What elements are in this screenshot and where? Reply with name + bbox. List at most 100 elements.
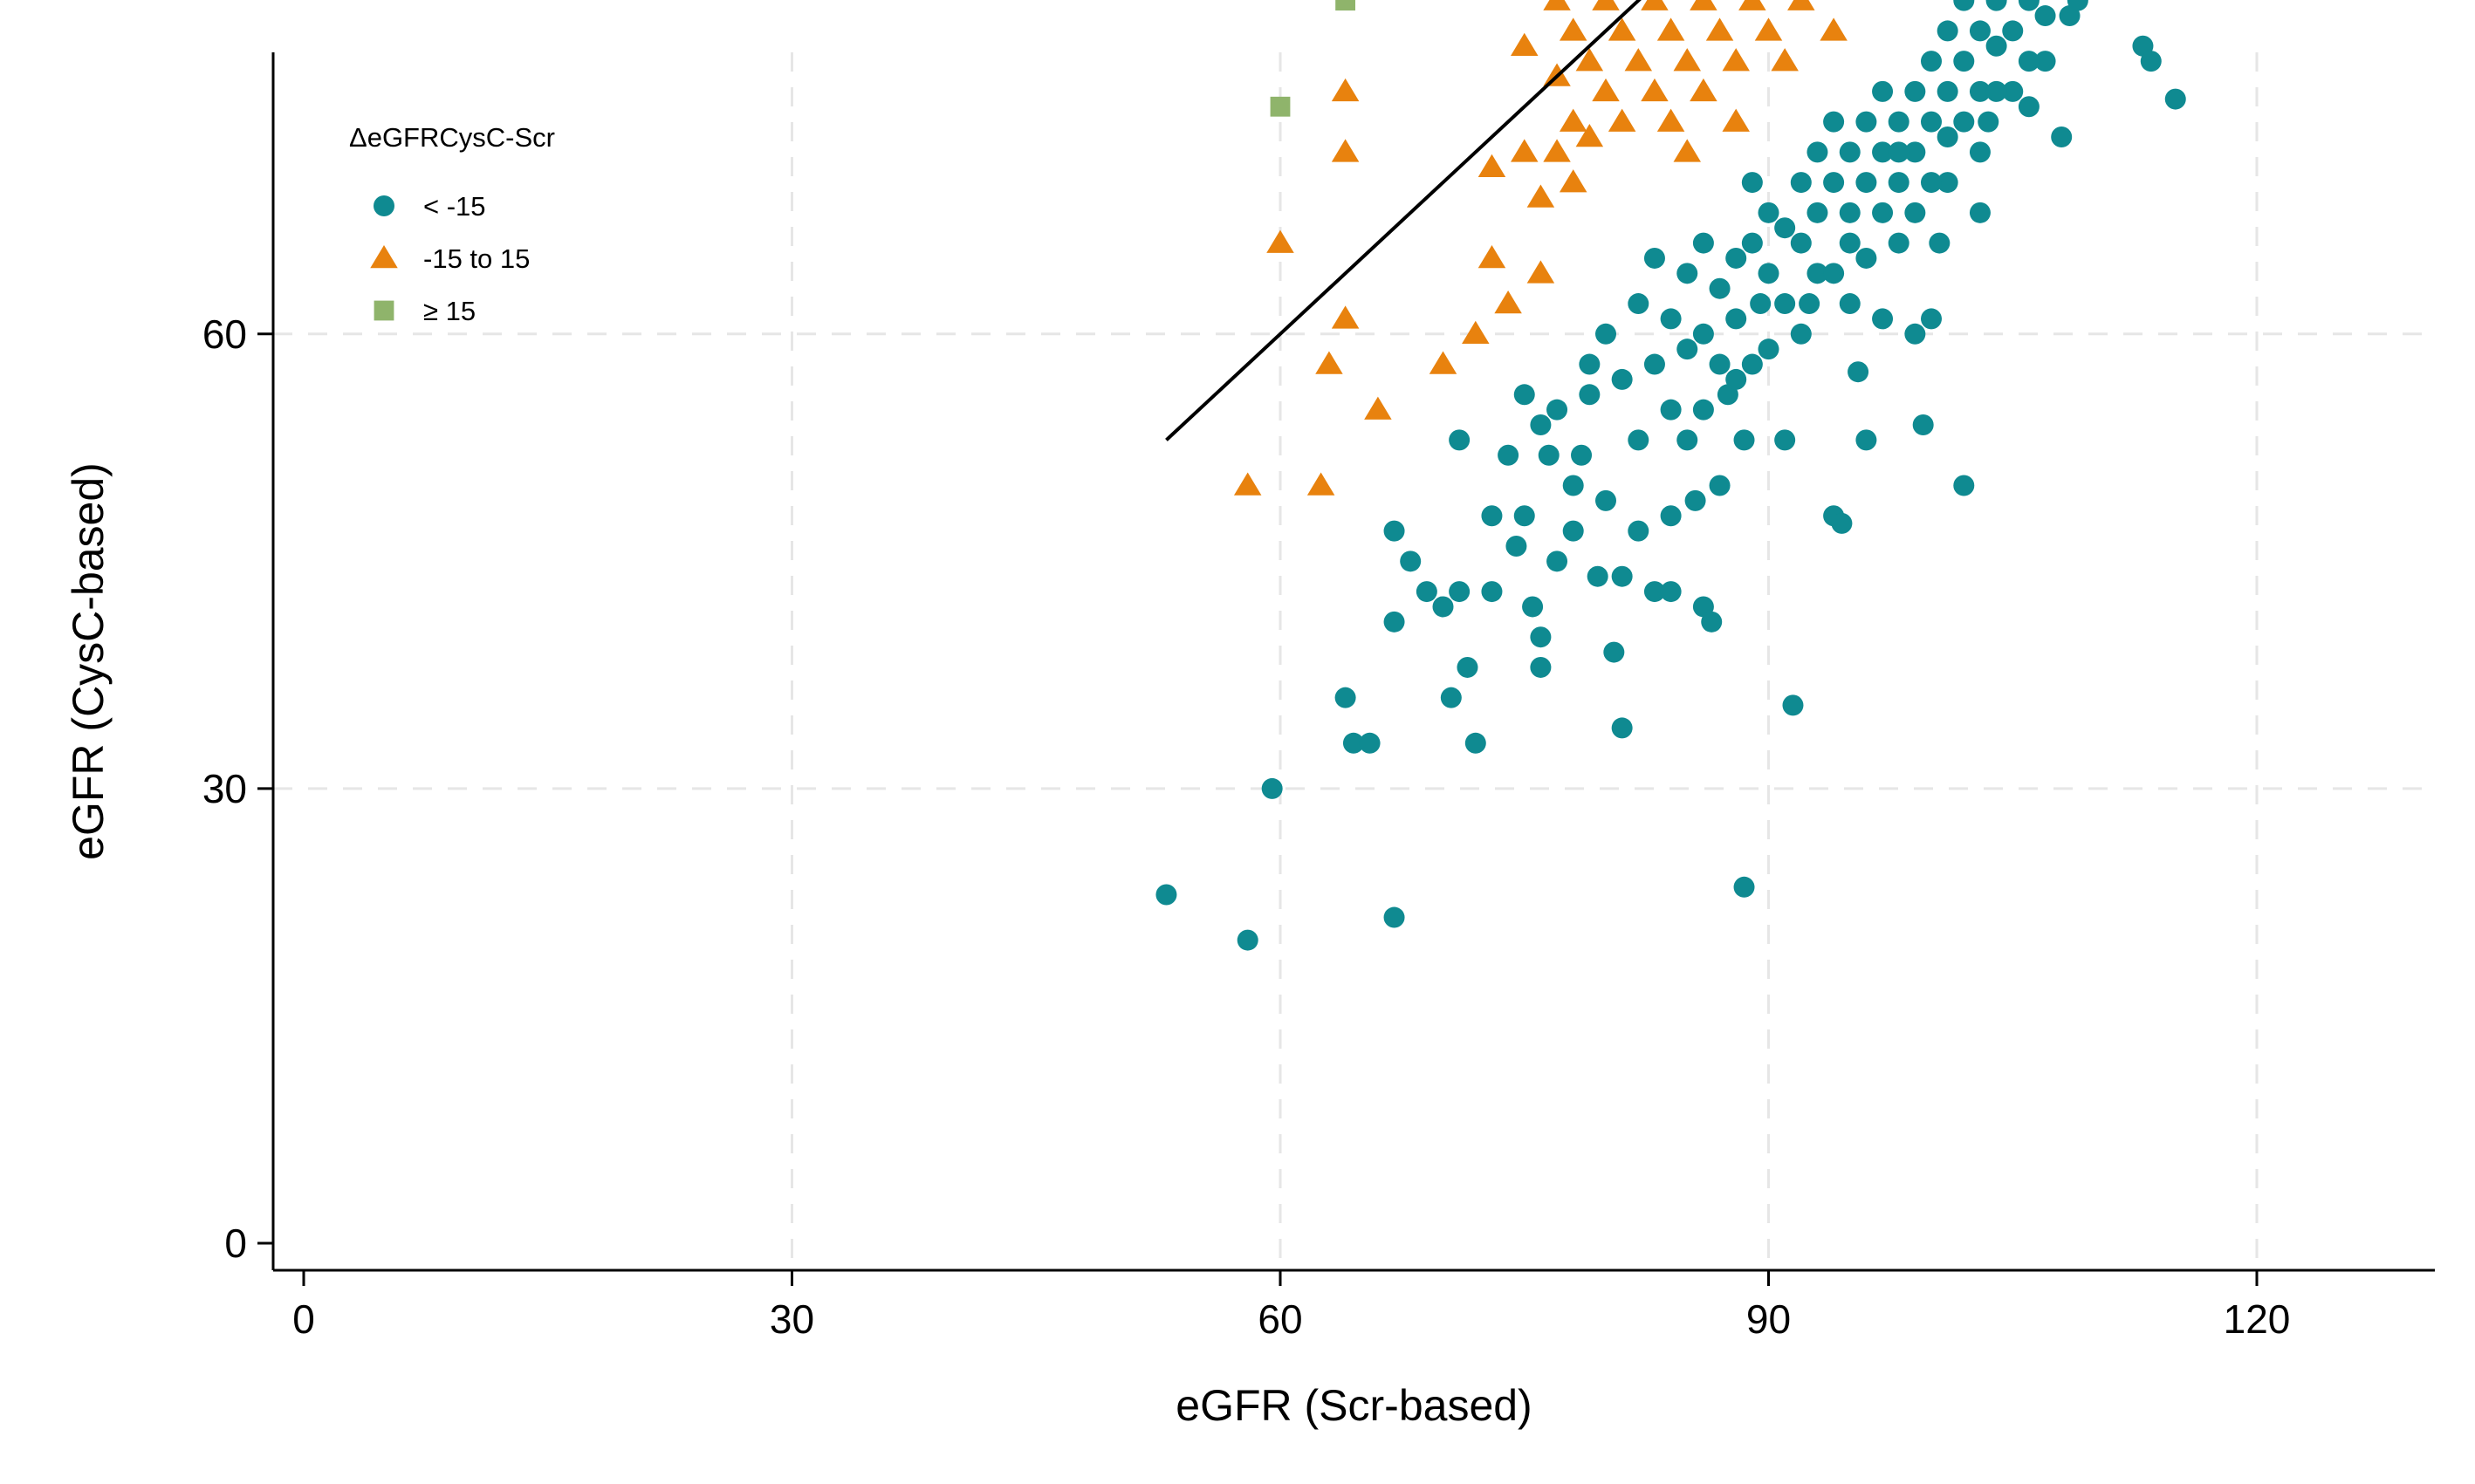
data-point [1807,263,1828,284]
data-point [1522,596,1544,618]
y-tick-label: 0 [224,1221,247,1266]
data-point [1758,263,1779,284]
data-point [1953,0,1975,11]
data-point [1481,581,1503,603]
data-point [1969,80,1991,102]
data-point [1608,108,1636,132]
data-point [1624,48,1653,72]
data-point [1722,108,1750,132]
data-point [2034,51,2056,72]
x-tick-label: 60 [1258,1296,1302,1342]
y-tick-label: 30 [202,766,247,811]
data-point [1705,17,1734,41]
data-point [1498,444,1519,466]
data-point [1237,929,1258,951]
x-tick-label: 120 [2224,1296,2291,1342]
data-point [1673,139,1701,162]
data-point [1432,596,1454,618]
data-point [2002,20,2024,42]
data-point [1969,141,1991,163]
data-point [1641,0,1669,10]
data-point [1937,172,1958,194]
data-point [2018,0,2040,11]
data-points [1155,0,2186,951]
data-point [1270,96,1291,117]
data-point [1595,323,1616,345]
legend-label: -15 to 15 [423,243,530,274]
legend-marker [370,245,398,269]
x-axis-ticks: 0 30 60 90 120 [292,1270,2290,1342]
data-point [1611,717,1633,739]
data-point [1595,489,1616,511]
data-point [1823,263,1845,284]
data-point [1383,611,1405,633]
data-point [1429,351,1457,374]
data-point [1831,512,1853,534]
data-point [1481,505,1503,527]
data-point [1656,17,1685,41]
legend-marker [374,300,394,321]
data-point [1774,217,1796,239]
data-point [1839,141,1861,163]
data-point [1921,111,1942,133]
data-point [1331,305,1360,329]
data-point [1888,111,1909,133]
data-point [1684,489,1706,511]
data-point [1676,263,1698,284]
legend: ΔeGFRCysC-Scr < -15 -15 to 15 ≥ 15 [349,122,555,326]
data-point [1579,384,1601,406]
data-point [1855,111,1877,133]
data-point [2018,96,2040,118]
data-point [1839,202,1861,223]
data-point [1839,293,1861,315]
data-point [1823,111,1845,133]
data-point [1733,876,1755,898]
data-point [1985,80,2007,102]
data-point [1660,505,1682,527]
data-point [1513,384,1535,406]
data-point [1904,202,1926,223]
data-point [1611,368,1633,390]
data-point [1790,232,1812,254]
data-point [1888,232,1909,254]
data-point [1571,444,1593,466]
data-point [1782,694,1804,716]
data-point [1562,475,1584,496]
data-point [1725,308,1747,330]
data-point [1592,0,1620,10]
data-point [1505,535,1527,557]
data-point [1155,884,1177,906]
data-point [1331,139,1360,162]
legend-label: < -15 [423,191,486,222]
data-point [1754,17,1783,41]
data-point [1611,565,1633,587]
data-point [1383,520,1405,542]
data-point [1676,339,1698,360]
data-point [1416,581,1437,603]
data-point [2140,51,2162,72]
data-point [1603,641,1625,663]
data-point [1592,78,1620,102]
data-point [1400,551,1422,572]
data-point [1628,429,1649,451]
y-axis-title: eGFR (CysC-based) [64,462,113,860]
data-point [1628,293,1649,315]
data-point [1562,520,1584,542]
legend-title: ΔeGFRCysC-Scr [349,122,555,153]
data-point [1888,141,1909,163]
data-point [1978,111,1999,133]
grid-lines [273,52,2435,1270]
data-point [1872,308,1894,330]
data-point [1546,551,1568,572]
data-point [1335,0,1355,11]
data-point [1758,339,1779,360]
axes [271,52,2435,1272]
data-point [1690,78,1717,102]
data-point [1937,20,1958,42]
data-point [1477,244,1506,269]
data-point [1969,202,1991,223]
data-point [1457,656,1478,678]
data-point [1364,396,1392,420]
